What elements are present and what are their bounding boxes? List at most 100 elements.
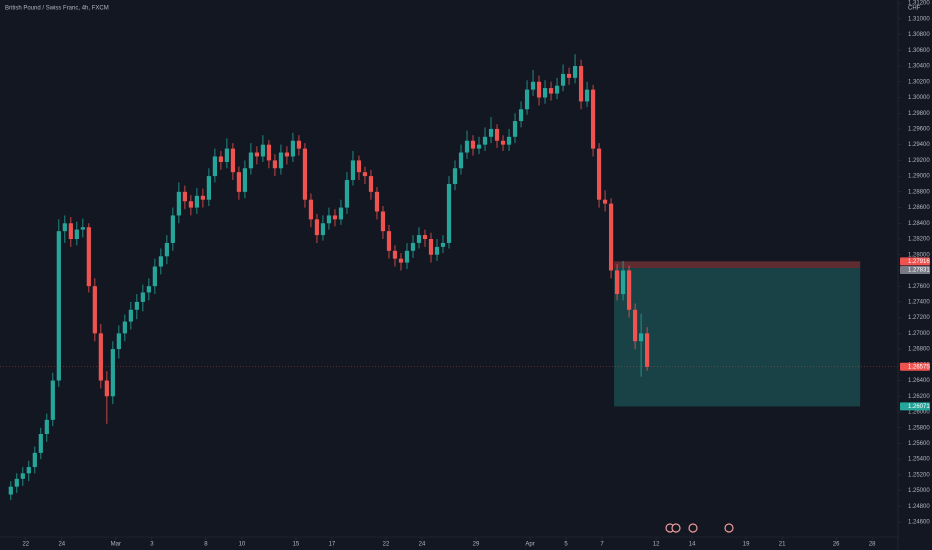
- entry-price-label-bg: [900, 266, 930, 275]
- y-tick-label: 1.29200: [908, 158, 930, 164]
- candle-body: [632, 309, 638, 342]
- candle-body: [578, 66, 584, 102]
- candle-body: [602, 199, 608, 204]
- y-tick-label: 1.27200: [908, 315, 930, 321]
- x-tick-label: 17: [329, 542, 336, 548]
- candle-body: [236, 172, 242, 192]
- candle-body: [128, 309, 133, 322]
- y-tick-label: 1.27600: [908, 284, 930, 290]
- y-tick-label: 1.31200: [908, 1, 930, 7]
- y-tick-label: 1.24800: [908, 504, 930, 510]
- y-tick-label: 1.28600: [908, 205, 930, 211]
- y-tick-label: 1.27400: [908, 299, 930, 305]
- x-tick-label: 14: [689, 542, 696, 548]
- candle-body: [608, 203, 614, 271]
- candle-body: [302, 148, 308, 200]
- x-tick-label: 19: [743, 542, 750, 548]
- candle-body: [524, 89, 530, 110]
- candle-body: [272, 160, 278, 169]
- stop-zone: [614, 261, 861, 269]
- candle-body: [422, 235, 428, 240]
- candle-body: [440, 242, 446, 247]
- event-icon[interactable]: [688, 523, 698, 533]
- y-tick-label: 1.27000: [908, 331, 930, 337]
- event-icons[interactable]: [665, 523, 734, 533]
- axes: 1.24600 1.24800 1.25000 1.25200 1.25400 1.256…: [22, 1, 930, 548]
- y-tick-label: 1.26000: [908, 410, 930, 416]
- candle-body: [446, 183, 452, 243]
- candle-body: [554, 85, 560, 94]
- candle-body: [194, 195, 199, 208]
- candle-body: [248, 152, 254, 169]
- candle-body: [230, 148, 236, 173]
- candle-body: [614, 270, 620, 295]
- candle-body: [572, 66, 578, 78]
- y-tick-label: 1.28400: [908, 221, 930, 227]
- x-tick-label: 7: [600, 542, 604, 548]
- candle-body: [356, 160, 362, 173]
- x-tick-label: 22: [22, 542, 29, 548]
- x-tick-label: 22: [383, 542, 390, 548]
- candle-body: [410, 242, 416, 251]
- candle-body: [152, 266, 157, 287]
- candle-body: [8, 486, 13, 495]
- candle-body: [260, 144, 266, 157]
- candle-body: [518, 109, 524, 122]
- y-tick-label: 1.28800: [908, 189, 930, 195]
- candle-body: [566, 73, 572, 78]
- candle-body: [284, 152, 290, 157]
- plot-area: [0, 54, 898, 501]
- event-icon[interactable]: [671, 523, 681, 533]
- y-tick-label: 1.26800: [908, 347, 930, 353]
- candle-body: [98, 333, 103, 381]
- x-tick-label: Mar: [111, 542, 121, 548]
- stop-price-label-bg: [900, 257, 930, 266]
- y-tick-label: 1.25800: [908, 425, 930, 431]
- target-price-label: 1.26071: [908, 404, 930, 410]
- candle-body: [362, 172, 368, 177]
- candle-body: [392, 250, 398, 259]
- candle-body: [86, 227, 91, 287]
- candle-body: [488, 128, 494, 137]
- candle-body: [176, 191, 181, 216]
- candle-body: [470, 140, 476, 149]
- event-icon[interactable]: [724, 523, 734, 533]
- x-tick-label: 28: [869, 542, 876, 548]
- y-tick-label: 1.30600: [908, 48, 930, 54]
- candle-body: [104, 380, 109, 397]
- y-tick-label: 1.26400: [908, 378, 930, 384]
- candle-body: [254, 152, 260, 157]
- x-tick-label: 10: [239, 542, 246, 548]
- candle-body: [404, 250, 410, 263]
- x-tick-label: 3: [150, 542, 154, 548]
- candle-body: [206, 176, 211, 200]
- currency-label: CHF: [908, 6, 921, 12]
- x-tick-label: 24: [419, 542, 426, 548]
- candle-body: [140, 292, 145, 302]
- entry-price-label: 1.27831: [908, 268, 930, 274]
- candle-body: [464, 140, 470, 153]
- chart-title: British Pound / Swiss Franc, 4h, FXCM: [5, 6, 109, 12]
- candle-body: [428, 239, 434, 255]
- candle-body: [482, 136, 488, 145]
- candle-body: [74, 229, 79, 240]
- x-tick-label: 5: [564, 542, 568, 548]
- candle-body: [62, 223, 67, 232]
- candle-body: [638, 333, 644, 342]
- candle-body: [620, 270, 626, 295]
- candle-body: [452, 168, 458, 184]
- candle-body: [146, 286, 151, 293]
- candle-body: [170, 215, 175, 243]
- y-tick-label: 1.25000: [908, 488, 930, 494]
- y-tick-label: 1.25600: [908, 441, 930, 447]
- candle-body: [122, 321, 127, 334]
- x-tick-label: 24: [58, 542, 65, 548]
- x-tick-label: 12: [653, 542, 660, 548]
- candle-body: [626, 270, 632, 310]
- candle-body: [506, 136, 512, 145]
- candle-body: [218, 156, 223, 162]
- x-tick-label: 8: [204, 542, 208, 548]
- candle-body: [50, 380, 55, 420]
- target-zone: [614, 268, 861, 407]
